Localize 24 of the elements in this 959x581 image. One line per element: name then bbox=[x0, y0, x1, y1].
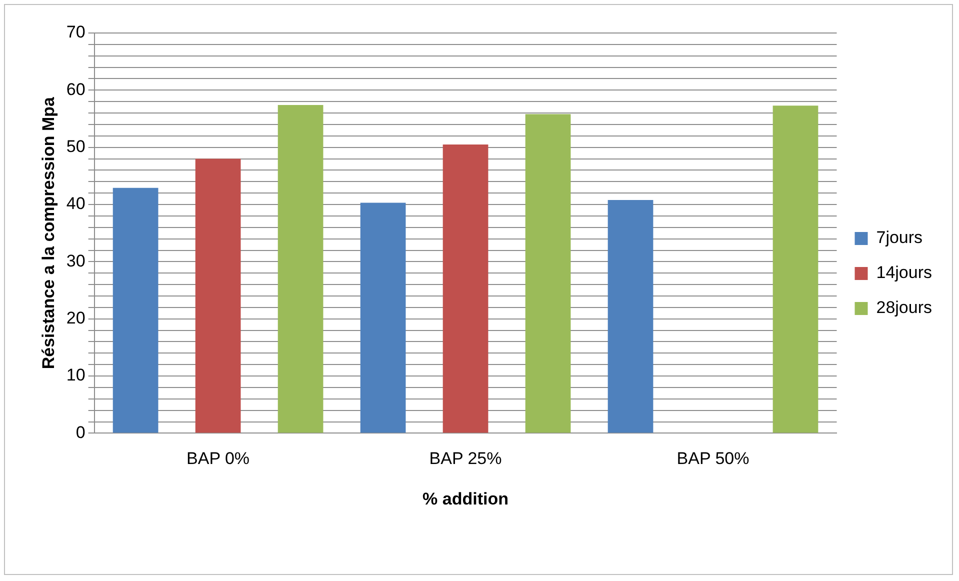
bar bbox=[442, 144, 488, 433]
x-axis-title: % addition bbox=[422, 489, 509, 508]
bar bbox=[772, 106, 818, 433]
bar bbox=[195, 158, 241, 433]
y-tick-label: 0 bbox=[76, 422, 86, 442]
legend-label: 28jours bbox=[876, 298, 932, 318]
x-tick-label: BAP 0% bbox=[186, 449, 250, 468]
x-tick-label: BAP 25% bbox=[429, 449, 502, 468]
bar bbox=[278, 105, 324, 433]
x-tick-label: BAP 50% bbox=[676, 449, 750, 468]
bar bbox=[608, 200, 654, 433]
legend-label: 7jours bbox=[876, 228, 923, 248]
y-tick-label: 70 bbox=[66, 22, 86, 42]
y-tick-label: 20 bbox=[66, 308, 86, 328]
bar bbox=[525, 114, 571, 433]
y-axis-title: Résistance a la compression Mpa bbox=[38, 96, 58, 370]
bar bbox=[112, 188, 158, 433]
y-tick-label: 40 bbox=[66, 194, 86, 214]
y-tick-label: 10 bbox=[66, 366, 86, 385]
bar bbox=[360, 202, 406, 433]
y-tick-label: 30 bbox=[66, 251, 86, 270]
y-tick-label: 60 bbox=[66, 80, 86, 99]
legend-label: 14jours bbox=[876, 263, 932, 282]
y-tick-label: 50 bbox=[66, 137, 86, 156]
